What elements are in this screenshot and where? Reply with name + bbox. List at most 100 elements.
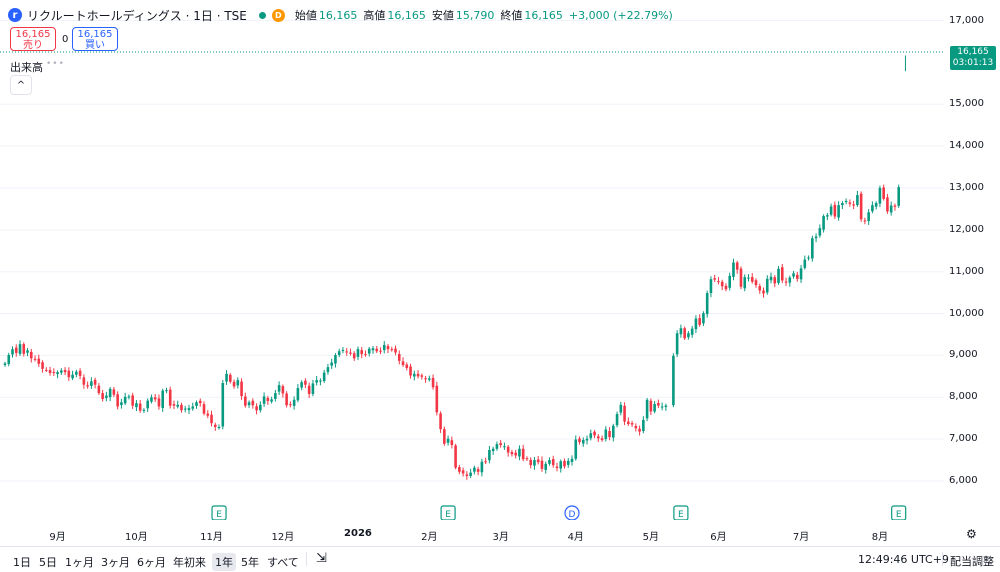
candle[interactable] [244, 392, 247, 408]
candle[interactable] [225, 370, 228, 386]
candle[interactable] [262, 392, 266, 407]
candle[interactable] [796, 271, 799, 282]
candle[interactable] [679, 324, 683, 338]
candle[interactable] [202, 401, 206, 416]
candle[interactable] [619, 401, 623, 416]
candle[interactable] [116, 391, 119, 410]
candle[interactable] [292, 396, 296, 410]
candle[interactable] [274, 389, 277, 402]
candle[interactable] [176, 400, 180, 409]
clock[interactable]: 12:49:46 UTC+9 [858, 553, 949, 566]
candle[interactable] [296, 384, 300, 403]
candle[interactable] [150, 394, 153, 404]
candle[interactable] [841, 201, 844, 210]
candle[interactable] [67, 367, 71, 381]
candle[interactable] [627, 417, 630, 426]
candle[interactable] [135, 400, 138, 412]
volume-more-icon[interactable]: ••• [46, 59, 65, 69]
range-button[interactable]: 1ヶ月 [65, 556, 94, 569]
candle[interactable] [811, 235, 814, 262]
candle[interactable] [735, 260, 739, 274]
candle[interactable] [386, 344, 390, 354]
candle[interactable] [634, 423, 638, 432]
candle[interactable] [349, 348, 352, 356]
candle[interactable] [833, 201, 837, 219]
candle[interactable] [78, 368, 82, 380]
candle[interactable] [559, 459, 563, 473]
candle[interactable] [728, 272, 732, 291]
candle[interactable] [521, 444, 525, 462]
candle[interactable] [548, 457, 551, 466]
candle[interactable] [161, 388, 165, 412]
candle[interactable] [638, 425, 641, 436]
candle[interactable] [56, 370, 59, 379]
candle[interactable] [657, 399, 660, 409]
candle[interactable] [232, 379, 236, 389]
candle[interactable] [551, 455, 555, 468]
candle[interactable] [334, 353, 337, 368]
candle[interactable] [289, 401, 292, 408]
candle[interactable] [837, 201, 840, 221]
candle[interactable] [563, 458, 566, 469]
candle[interactable] [882, 184, 885, 201]
candle[interactable] [431, 374, 435, 390]
candle[interactable] [210, 410, 213, 427]
candle[interactable] [623, 402, 626, 426]
candle[interactable] [304, 378, 307, 389]
candle[interactable] [732, 258, 735, 281]
candle[interactable] [75, 369, 78, 378]
candle[interactable] [893, 203, 897, 211]
candle[interactable] [191, 402, 195, 411]
candle[interactable] [60, 368, 63, 375]
candle[interactable] [213, 422, 217, 431]
candle[interactable] [90, 377, 93, 389]
earnings-marker[interactable]: E [891, 505, 907, 520]
candle[interactable] [874, 201, 878, 210]
candle[interactable] [780, 263, 784, 284]
candle[interactable] [63, 367, 67, 376]
sell-button[interactable]: 16,165 売り [10, 27, 56, 51]
candle[interactable] [653, 401, 656, 414]
candle[interactable] [11, 346, 14, 358]
candle[interactable] [86, 381, 89, 389]
range-button[interactable]: 1日 [13, 556, 31, 569]
candle[interactable] [484, 457, 487, 465]
candle[interactable] [499, 439, 502, 448]
candle[interactable] [754, 278, 758, 288]
candle[interactable] [221, 379, 225, 430]
candle[interactable] [120, 398, 123, 409]
candle[interactable] [142, 408, 146, 414]
candle[interactable] [743, 274, 747, 292]
candle[interactable] [71, 370, 74, 381]
candle[interactable] [26, 347, 29, 357]
candle[interactable] [889, 201, 893, 216]
candle[interactable] [600, 435, 604, 442]
candle[interactable] [739, 266, 743, 290]
collapse-legend-button[interactable]: ^ [10, 75, 32, 95]
candle[interactable] [367, 347, 371, 357]
candle[interactable] [506, 445, 510, 457]
candle[interactable] [112, 387, 116, 397]
candle[interactable] [281, 384, 285, 398]
candle[interactable] [41, 360, 44, 373]
candle[interactable] [29, 348, 33, 363]
candle[interactable] [180, 402, 183, 413]
dividend-marker[interactable]: D [564, 505, 580, 520]
candle[interactable] [330, 358, 333, 369]
candle[interactable] [195, 400, 198, 409]
candle[interactable] [311, 379, 315, 397]
candle[interactable] [48, 366, 52, 376]
candle[interactable] [198, 398, 202, 407]
candle[interactable] [829, 203, 833, 217]
candle[interactable] [416, 370, 420, 379]
candle[interactable] [450, 436, 454, 449]
candle[interactable] [105, 391, 108, 402]
candle[interactable] [390, 346, 394, 352]
candle[interactable] [581, 437, 585, 447]
candle[interactable] [852, 200, 855, 210]
candle[interactable] [773, 275, 777, 288]
candle[interactable] [424, 375, 427, 383]
range-button[interactable]: 6ヶ月 [137, 556, 166, 569]
candle[interactable] [698, 314, 701, 327]
candle[interactable] [168, 386, 172, 409]
